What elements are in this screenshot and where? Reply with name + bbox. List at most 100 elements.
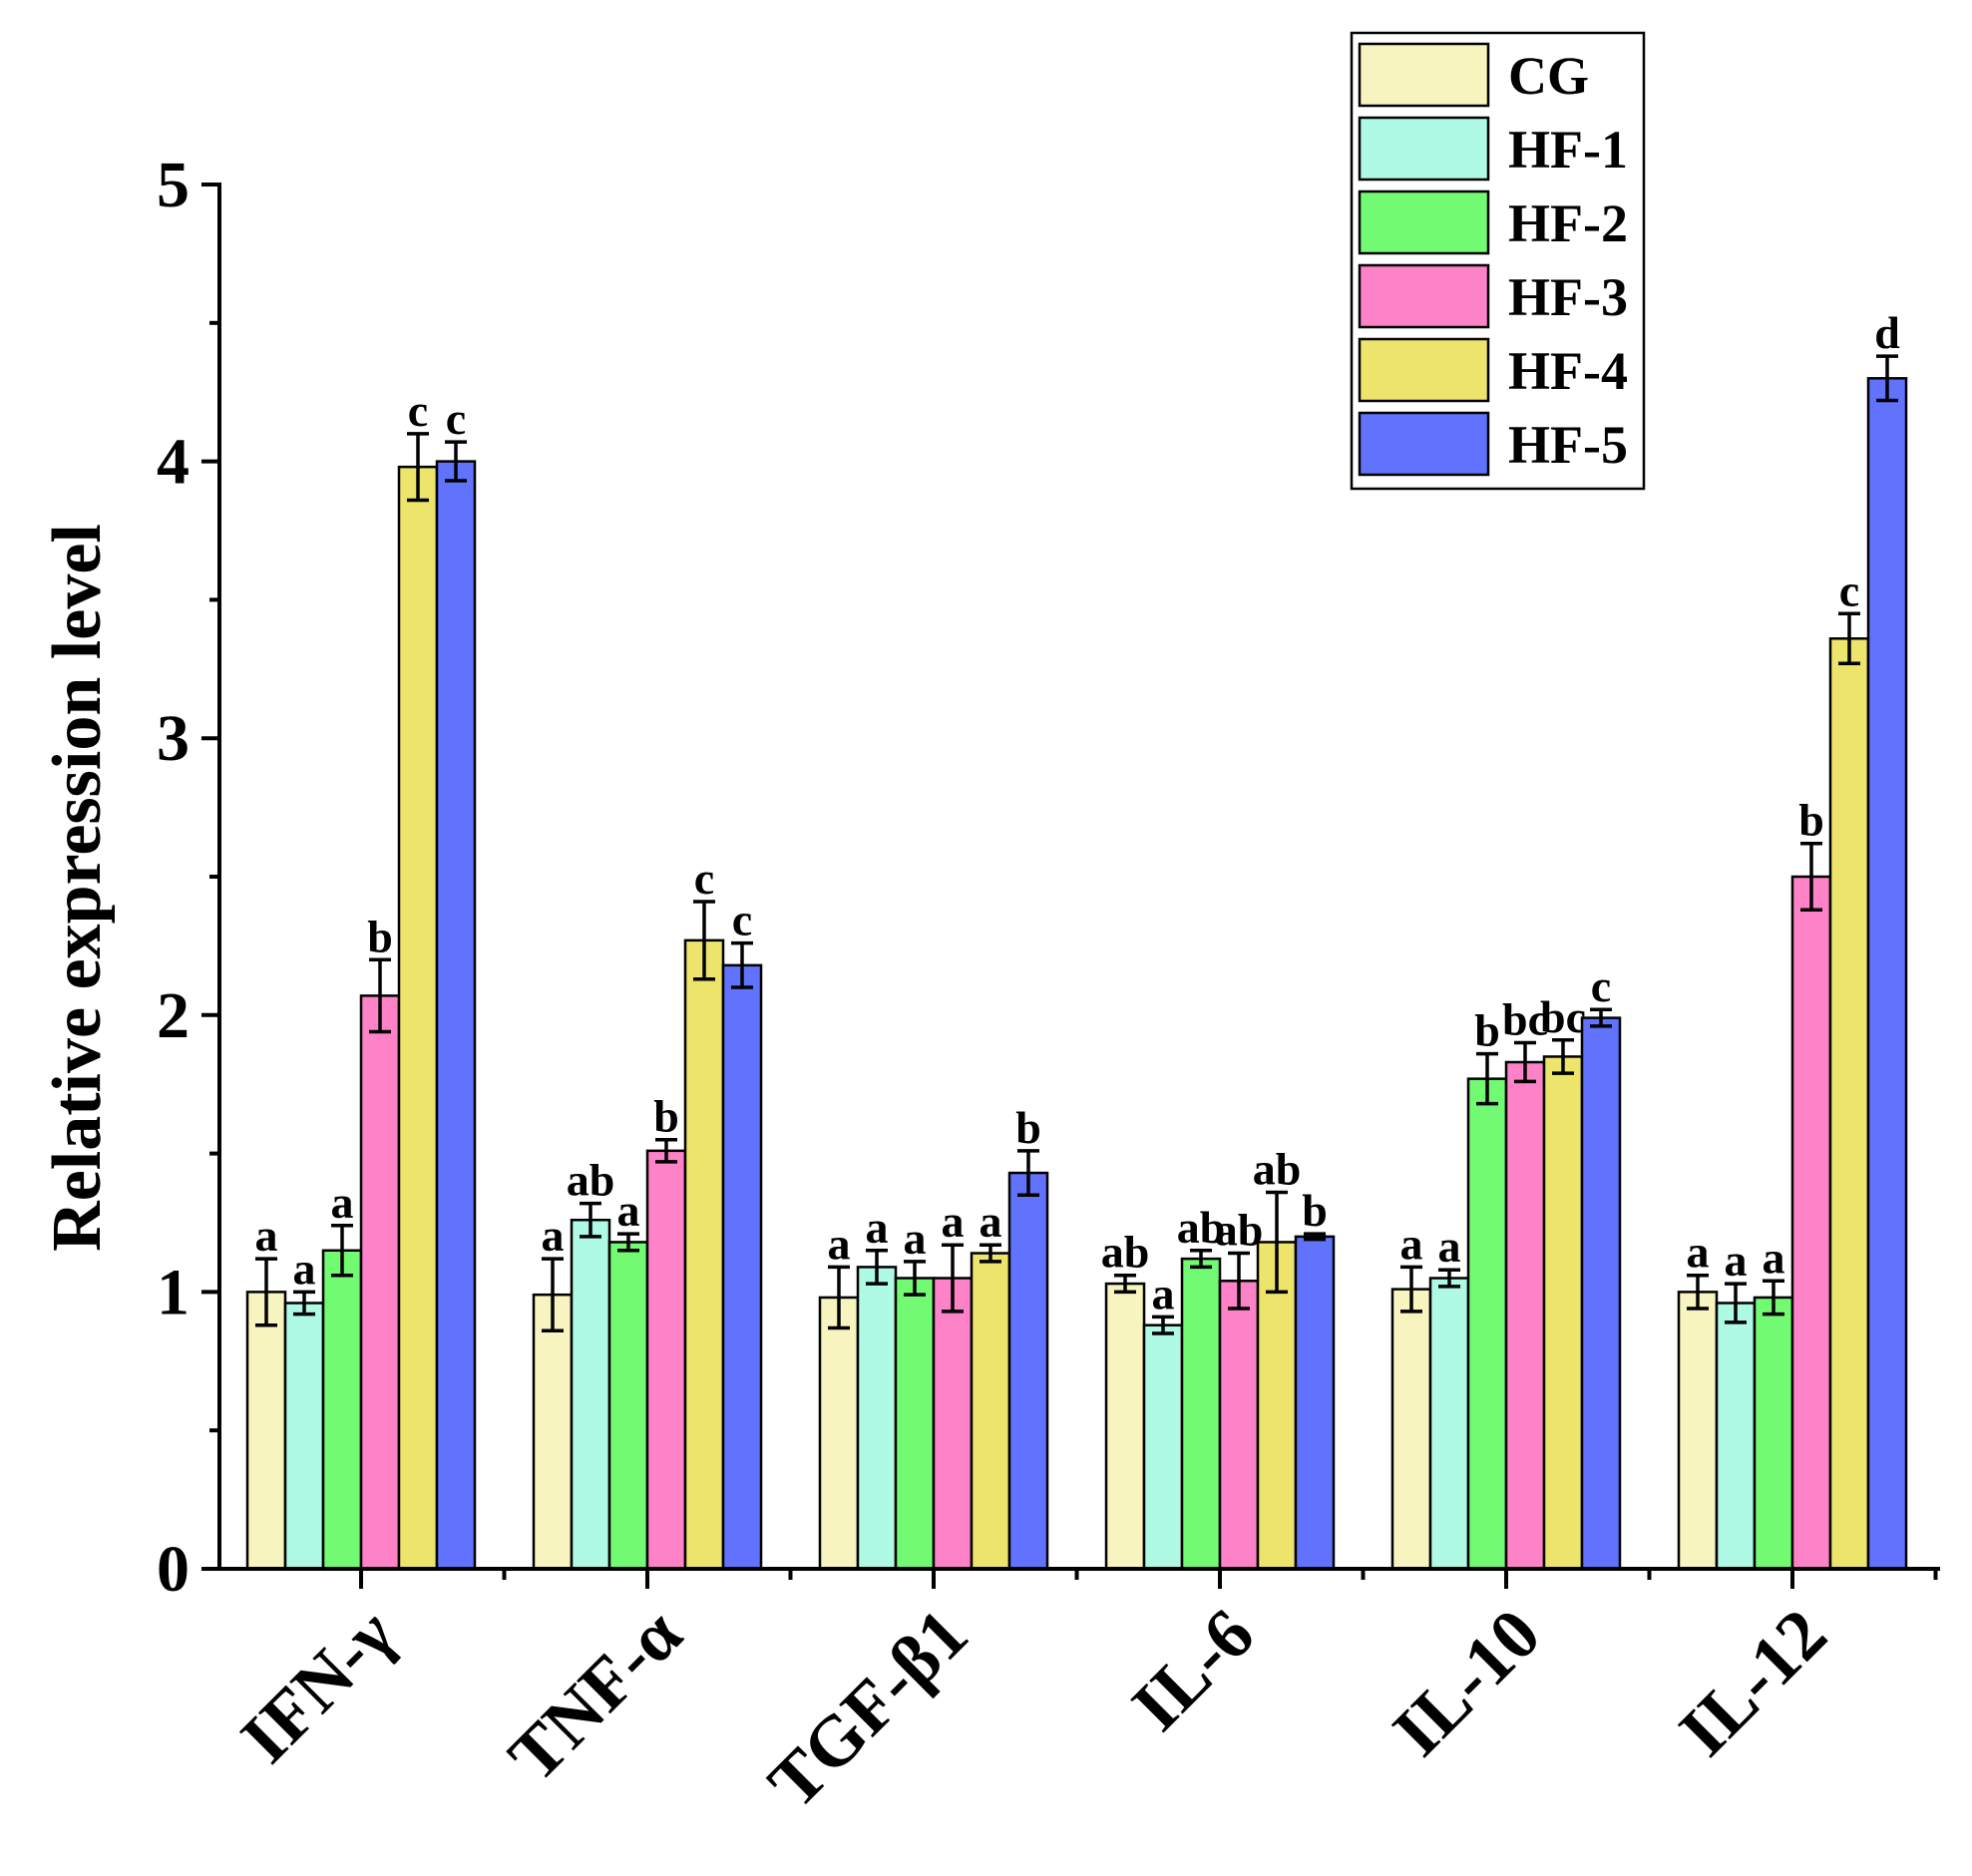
- significance-label: a: [293, 1243, 316, 1294]
- significance-label: a: [542, 1210, 565, 1261]
- bar: [397, 465, 439, 1571]
- bar: [721, 963, 763, 1571]
- legend-label: CG: [1508, 46, 1589, 106]
- legend-label: HF-3: [1508, 267, 1628, 327]
- bar: [1828, 637, 1870, 1571]
- significance-label: a: [331, 1177, 354, 1228]
- bar: [1256, 1241, 1298, 1571]
- bar: [607, 1241, 649, 1571]
- legend-swatch: [1358, 42, 1490, 108]
- significance-label: bc: [1502, 994, 1548, 1045]
- significance-label: c: [1839, 564, 1859, 615]
- bar: [435, 460, 477, 1571]
- significance-label: b: [1302, 1185, 1328, 1236]
- y-tick-label: 5: [157, 149, 190, 221]
- bar: [1504, 1060, 1546, 1571]
- x-category-label: IL-10: [1378, 1594, 1555, 1771]
- bar: [245, 1291, 287, 1571]
- bar: [1753, 1296, 1794, 1571]
- legend-label: HF-1: [1508, 120, 1628, 180]
- bar: [283, 1302, 325, 1571]
- legend-swatch: [1358, 263, 1490, 329]
- bar: [1180, 1257, 1222, 1571]
- legend-swatch: [1358, 116, 1490, 182]
- significance-label: b: [1015, 1102, 1041, 1153]
- bar: [856, 1266, 898, 1571]
- y-tick-label: 2: [157, 979, 190, 1052]
- significance-label: b: [653, 1091, 679, 1142]
- y-tick-label: 3: [157, 702, 190, 775]
- significance-label: c: [408, 385, 428, 436]
- bar: [359, 994, 401, 1571]
- legend-label: HF-2: [1508, 193, 1628, 253]
- significance-label: a: [1152, 1268, 1175, 1318]
- significance-label: b: [1474, 1005, 1500, 1056]
- x-category-label: TNF-α: [494, 1594, 697, 1797]
- bar: [1790, 875, 1832, 1571]
- bar: [1580, 1016, 1622, 1571]
- y-ticks-layer: 0 1 2 3 4 5: [157, 149, 219, 1606]
- bar: [1428, 1277, 1470, 1571]
- significance-label: a: [1725, 1235, 1748, 1286]
- bar: [894, 1277, 936, 1571]
- legend-swatch: [1358, 337, 1490, 403]
- significance-label: a: [942, 1196, 965, 1247]
- bar: [1104, 1282, 1146, 1571]
- significance-label: d: [1874, 307, 1900, 358]
- legend-label: HF-5: [1508, 415, 1628, 475]
- legend: CG HF-1 HF-2 HF-3 HF-4 HF-5: [1350, 31, 1646, 491]
- bar: [1142, 1323, 1184, 1571]
- y-axis-title-group: Relative expression level: [39, 524, 116, 1252]
- legend-label: HF-4: [1508, 341, 1628, 401]
- legend-swatch: [1358, 189, 1490, 255]
- bar: [683, 938, 725, 1571]
- significance-label: b: [367, 911, 393, 961]
- significance-label: ab: [567, 1155, 615, 1206]
- significance-label: ab: [1101, 1227, 1150, 1278]
- significance-label: c: [694, 853, 714, 904]
- significance-label: a: [1400, 1218, 1423, 1269]
- bar: [1218, 1280, 1260, 1571]
- bar: [645, 1149, 687, 1571]
- significance-label: a: [1438, 1221, 1461, 1272]
- legend-swatch: [1358, 411, 1490, 477]
- significance-label: a: [1687, 1227, 1710, 1278]
- significance-label: a: [980, 1196, 1002, 1247]
- significance-label: a: [828, 1218, 851, 1269]
- significance-label: a: [617, 1185, 640, 1236]
- significance-label: b: [1798, 795, 1824, 846]
- bar: [1677, 1291, 1719, 1571]
- x-ticks-layer: IFN-γ TNF-α TGF-β1 IL-6 IL-10 IL-12: [225, 1569, 1938, 1823]
- significance-label: c: [732, 895, 752, 945]
- y-tick-label: 1: [157, 1256, 190, 1328]
- bar: [818, 1296, 860, 1571]
- bar: [970, 1252, 1011, 1571]
- x-category-label: IFN-γ: [225, 1594, 410, 1778]
- bar: [321, 1249, 363, 1571]
- significance-label: ab: [1253, 1143, 1302, 1194]
- bar: [1294, 1235, 1336, 1571]
- y-axis-title: Relative expression level: [39, 524, 116, 1252]
- bar: [932, 1277, 974, 1571]
- significance-label: a: [866, 1202, 889, 1253]
- bar: [1466, 1077, 1508, 1571]
- bar: [1007, 1171, 1049, 1571]
- bar: [1542, 1055, 1584, 1571]
- significance-label: a: [1763, 1232, 1785, 1283]
- bar: [570, 1218, 611, 1571]
- x-category-label: TGF-β1: [753, 1594, 983, 1823]
- y-tick-label: 0: [157, 1533, 190, 1606]
- significance-label: a: [904, 1213, 927, 1264]
- x-category-label: IL-12: [1664, 1594, 1841, 1771]
- bar: [1715, 1302, 1757, 1571]
- significance-label: c: [446, 393, 466, 444]
- bar: [532, 1293, 574, 1571]
- significance-label: ab: [1215, 1205, 1264, 1256]
- y-tick-label: 4: [157, 426, 190, 499]
- significance-label: ab: [1177, 1202, 1226, 1253]
- bar: [1866, 377, 1908, 1571]
